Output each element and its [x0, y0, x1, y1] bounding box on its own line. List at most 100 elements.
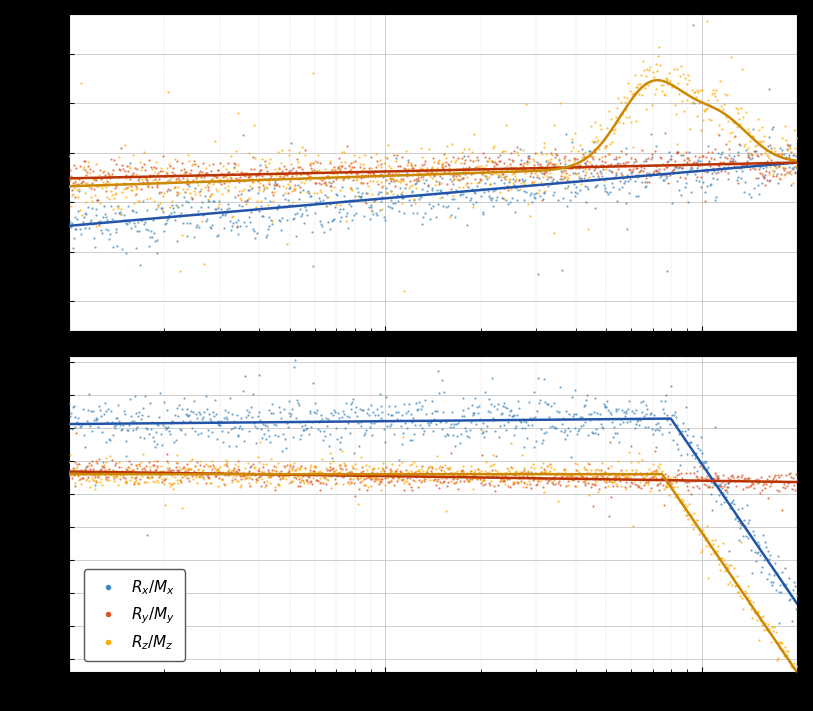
Point — [702, 156, 715, 167]
Point — [146, 476, 159, 487]
Point — [546, 149, 559, 161]
Point — [294, 477, 307, 488]
Point — [670, 63, 683, 75]
Point — [189, 425, 202, 437]
Point — [175, 164, 188, 176]
Point — [298, 202, 311, 213]
Point — [310, 474, 323, 486]
Point — [466, 163, 479, 174]
Point — [572, 146, 585, 157]
Point — [667, 474, 680, 486]
Point — [390, 464, 403, 475]
Point — [764, 480, 777, 491]
Point — [706, 481, 719, 492]
Point — [253, 205, 266, 217]
Point — [215, 475, 228, 486]
Point — [212, 466, 225, 478]
Point — [282, 166, 295, 177]
Point — [733, 138, 746, 149]
Point — [654, 467, 667, 479]
Point — [541, 477, 554, 488]
Point — [153, 412, 166, 423]
Point — [239, 411, 252, 422]
Point — [563, 469, 576, 481]
Point — [488, 480, 501, 491]
Point — [381, 409, 394, 420]
Point — [723, 560, 736, 571]
Point — [444, 155, 457, 166]
Point — [420, 165, 433, 176]
Point — [546, 477, 559, 488]
Point — [337, 478, 350, 489]
Point — [465, 146, 478, 158]
Point — [296, 420, 309, 432]
Point — [458, 468, 471, 479]
Point — [640, 181, 653, 192]
Point — [136, 161, 149, 173]
Point — [350, 208, 363, 219]
Point — [312, 466, 325, 478]
Point — [579, 157, 592, 169]
Point — [408, 456, 421, 468]
Point — [783, 151, 796, 162]
Point — [446, 178, 459, 190]
Point — [641, 176, 654, 188]
Point — [274, 170, 287, 181]
Point — [611, 157, 624, 169]
Point — [109, 471, 122, 482]
Point — [643, 463, 656, 474]
Point — [495, 146, 508, 158]
Point — [320, 200, 333, 211]
Point — [319, 164, 332, 175]
Point — [107, 241, 120, 252]
Point — [785, 168, 798, 179]
Point — [711, 104, 724, 115]
Point — [710, 545, 723, 556]
Point — [707, 153, 720, 164]
Point — [589, 146, 602, 157]
Point — [607, 471, 620, 483]
Point — [351, 417, 364, 429]
Point — [594, 464, 607, 475]
Point — [448, 173, 461, 184]
Point — [528, 462, 541, 474]
Point — [536, 179, 549, 191]
Point — [427, 153, 440, 164]
Point — [122, 424, 135, 436]
Point — [590, 131, 603, 142]
Point — [232, 160, 245, 171]
Point — [498, 469, 511, 480]
Point — [340, 168, 353, 179]
Point — [465, 471, 478, 482]
Point — [488, 177, 501, 188]
Point — [185, 423, 198, 434]
Point — [720, 162, 733, 173]
Point — [128, 472, 141, 483]
Point — [420, 174, 433, 186]
Point — [760, 175, 773, 186]
Point — [785, 155, 798, 166]
Point — [141, 471, 154, 483]
Point — [560, 480, 573, 491]
Point — [167, 202, 180, 213]
Point — [740, 499, 753, 510]
Point — [154, 163, 167, 174]
Point — [433, 483, 446, 494]
Point — [457, 392, 470, 404]
Point — [304, 170, 317, 181]
Point — [611, 164, 624, 175]
Point — [406, 412, 420, 424]
Point — [547, 159, 560, 171]
Point — [285, 409, 298, 420]
Point — [637, 163, 650, 174]
Point — [538, 468, 551, 479]
Point — [284, 176, 297, 187]
Point — [502, 174, 515, 186]
Point — [715, 146, 728, 158]
Point — [115, 244, 128, 255]
Point — [198, 208, 211, 220]
Point — [565, 471, 578, 482]
Point — [398, 475, 411, 486]
Point — [495, 168, 508, 179]
Point — [307, 466, 320, 477]
